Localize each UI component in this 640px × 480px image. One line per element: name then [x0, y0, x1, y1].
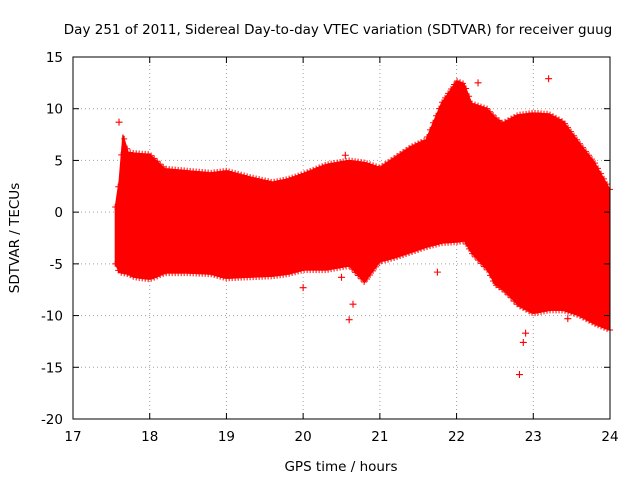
x-tick-label: 17 [64, 429, 81, 445]
outlier-point [564, 315, 572, 323]
x-tick-label: 24 [601, 429, 618, 445]
outlier-point [349, 300, 357, 308]
x-tick-label: 20 [295, 429, 312, 445]
y-tick-label: 5 [54, 153, 63, 169]
y-axis: 15 10 5 0 -5 -10 -15 -20 [41, 50, 610, 428]
variation-envelope [114, 80, 611, 331]
y-tick-label: 15 [46, 50, 63, 66]
outlier-point [515, 371, 523, 379]
y-axis-label: SDTVAR / TECUs [7, 183, 23, 293]
outlier-point [548, 123, 556, 131]
outlier-point [474, 79, 482, 87]
x-tick-label: 19 [218, 429, 235, 445]
y-tick-label: 10 [46, 102, 63, 118]
outlier-point [341, 151, 349, 159]
y-tick-label: -5 [50, 257, 63, 273]
chart-title: Day 251 of 2011, Sidereal Day-to-day VTE… [64, 22, 612, 38]
envelope-lower-markers [112, 238, 613, 334]
outlier-point [510, 297, 518, 305]
outlier-point [115, 118, 123, 126]
data-layer [112, 75, 613, 379]
outlier-point [345, 316, 353, 324]
outlier-point [545, 75, 553, 83]
y-tick-label: -10 [41, 309, 63, 325]
outlier-point [522, 329, 530, 337]
plot-frame [72, 56, 611, 420]
outlier-point [433, 268, 441, 276]
envelope-upper-markers [112, 77, 613, 210]
y-tick-label: -20 [41, 412, 63, 428]
y-tick-label: 0 [54, 205, 63, 221]
x-tick-label: 23 [525, 429, 542, 445]
x-tick-label: 18 [141, 429, 158, 445]
x-tick-label: 21 [371, 429, 388, 445]
x-axis: 17 18 19 20 21 22 23 24 [64, 57, 619, 445]
x-axis-label: GPS time / hours [284, 459, 397, 475]
outlier-point [299, 284, 307, 292]
outlier-point [519, 338, 527, 346]
y-tick-label: -15 [41, 360, 63, 376]
x-tick-label: 22 [448, 429, 465, 445]
outlier-point [338, 273, 345, 281]
